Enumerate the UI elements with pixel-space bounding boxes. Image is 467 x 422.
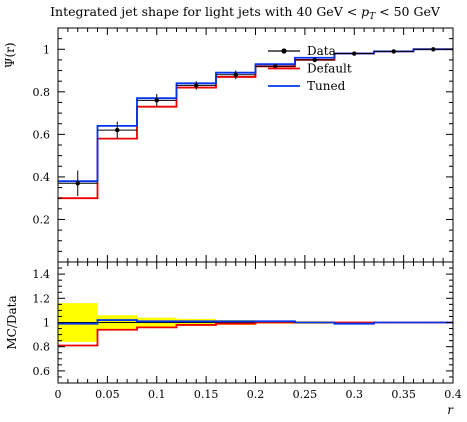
x-tick-label: 0.05 — [95, 388, 120, 401]
ratio-y-tick-label: 0.6 — [33, 365, 51, 378]
legend-tuned-label: Tuned — [307, 79, 346, 93]
ratio-y-axis-label: MC/Data — [5, 295, 19, 349]
ratio-panel: 0.6 0.8 1 1.2 1.4 0 0.05 0.1 0.15 0.2 0.25 0.3 0.35 0… — [5, 261, 462, 417]
main-y-tick-label: 0.2 — [33, 213, 51, 226]
x-tick-label: 0.4 — [444, 388, 462, 401]
ratio-line-tuned — [58, 319, 453, 325]
x-tick-label: 0.15 — [194, 388, 219, 401]
x-tick-label: 0 — [55, 388, 62, 401]
main-panel: 0.2 0.4 0.6 0.8 1 Ψ(r) Data Default Tuned — [3, 27, 454, 263]
x-tick-label: 0.35 — [391, 388, 416, 401]
data-point — [115, 127, 120, 133]
x-tick-label: 0.25 — [293, 388, 318, 401]
ratio-y-tick-label: 1 — [43, 317, 50, 330]
ratio-line-default — [58, 321, 453, 347]
legend-data-marker — [281, 48, 287, 54]
x-tick-label: 0.2 — [247, 388, 265, 401]
x-tick-label: 0.3 — [346, 388, 364, 401]
ratio-y-tick-label: 1.4 — [33, 268, 51, 281]
legend: Data Default Tuned — [268, 44, 352, 93]
main-y-tick-label: 0.4 — [33, 171, 51, 184]
series-line-tuned — [58, 48, 453, 183]
x-axis-label: r — [447, 403, 454, 417]
data-point — [352, 51, 357, 56]
data-point — [194, 83, 199, 88]
data-point — [431, 47, 436, 52]
legend-data-label: Data — [307, 44, 336, 58]
main-y-tick-label: 0.6 — [33, 128, 51, 141]
data-point — [391, 49, 396, 54]
data-point — [233, 72, 238, 78]
ratio-y-tick-label: 1.2 — [33, 292, 51, 305]
data-point — [154, 98, 159, 103]
main-y-tick-label: 0.8 — [33, 86, 51, 99]
main-plot-frame — [57, 27, 454, 263]
data-point — [75, 181, 80, 186]
main-y-axis-label: Ψ(r) — [3, 42, 17, 68]
main-y-tick-label: 1 — [43, 43, 50, 56]
ratio-y-tick-label: 0.8 — [33, 341, 51, 354]
x-tick-label: 0.1 — [148, 388, 166, 401]
data-point — [273, 64, 278, 69]
data-point — [312, 57, 317, 63]
chart-title: Integrated jet shape for light jets with… — [50, 4, 441, 22]
legend-default-label: Default — [307, 62, 352, 76]
